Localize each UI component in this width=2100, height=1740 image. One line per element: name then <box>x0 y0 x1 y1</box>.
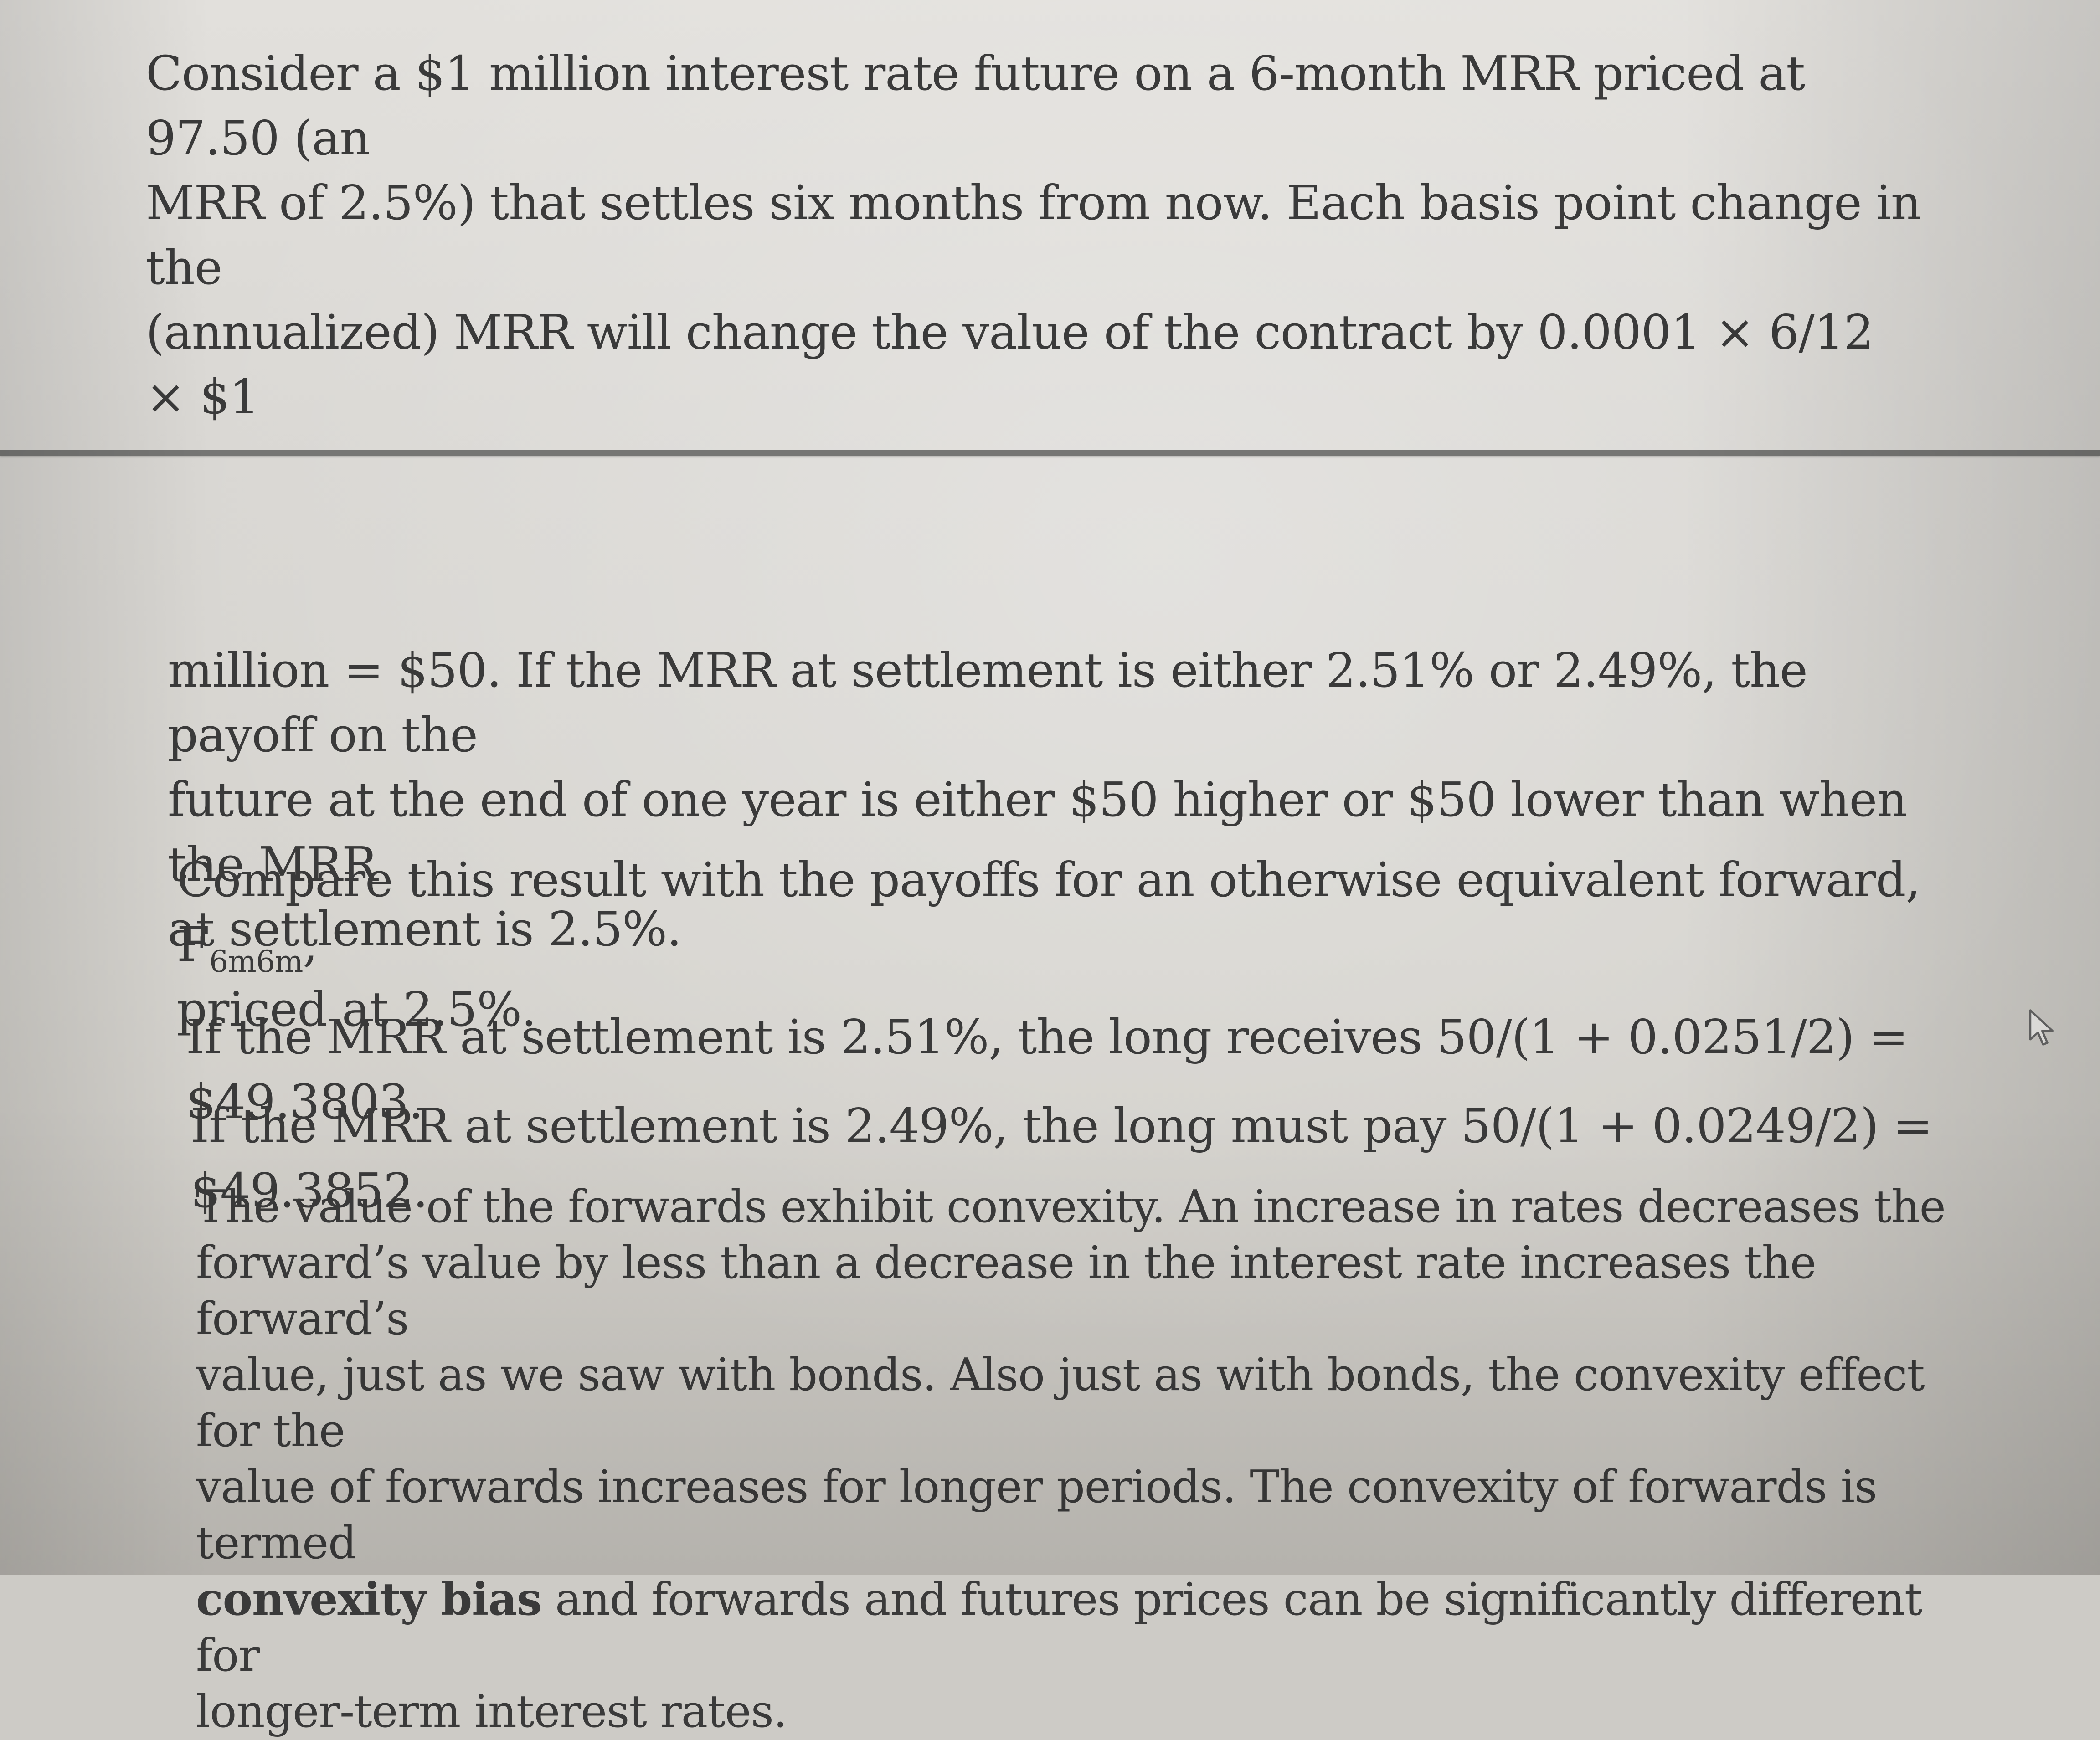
intro-paragraph: Consider a $1 million interest rate futu… <box>146 41 1923 429</box>
convexity-line-3: value, just as we saw with bonds. Also j… <box>196 1349 1925 1457</box>
intro-line-2: MRR of 2.5%) that settles six months fro… <box>146 175 1921 295</box>
intro-line-3: (annualized) MRR will change the value o… <box>146 304 1874 425</box>
convexity-line-2: forward’s value by less than a decrease … <box>196 1237 1817 1345</box>
mouse-pointer-icon <box>2029 1009 2054 1046</box>
continuation-paragraph: million = $50. If the MRR at settlement … <box>168 638 1945 961</box>
compare-paragraph: Compare this result with the payoffs for… <box>177 847 1977 1042</box>
convexity-line-6: longer-term interest rates. <box>196 1686 788 1738</box>
convexity-paragraph: The value of the forwards exhibit convex… <box>196 1179 1964 1740</box>
convexity-line-4: value of forwards increases for longer p… <box>196 1461 1877 1569</box>
compare-comma: , <box>303 917 318 972</box>
compare-text: Compare this result with the payoffs for… <box>177 852 1921 972</box>
convexity-line-1: The value of the forwards exhibit convex… <box>196 1181 1946 1233</box>
case-up-paragraph: If the MRR at settlement is 2.51%, the l… <box>186 1009 1909 1129</box>
continuation-line-2: future at the end of one year is either … <box>168 772 1907 892</box>
case-down-paragraph: If the MRR at settlement is 2.49%, the l… <box>190 1098 1933 1218</box>
forward-subscript: 6m6m <box>209 944 303 979</box>
continuation-line-3: at settlement is 2.5%. <box>168 901 682 957</box>
page-divider <box>0 450 2100 456</box>
convexity-bias-term: convexity bias <box>196 1573 542 1626</box>
compare-line-2: priced at 2.5%. <box>177 981 536 1037</box>
intro-line-1: Consider a $1 million interest rate futu… <box>146 46 1805 166</box>
continuation-line-1: million = $50. If the MRR at settlement … <box>168 642 1808 763</box>
